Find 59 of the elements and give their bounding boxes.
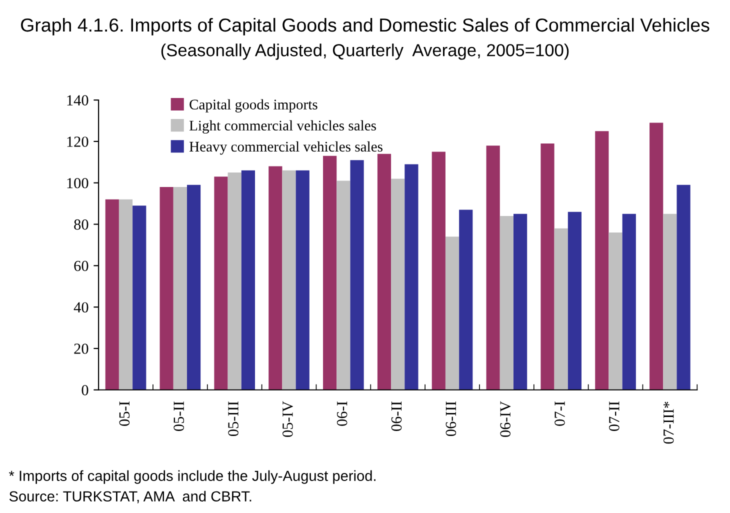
x-tick-label: 06-I — [336, 402, 348, 426]
chart-title: Graph 4.1.6. Imports of Capital Goods and Domestic Sales of Commercial Vehicles — [21, 18, 710, 36]
legend-label: Capital goods imports — [190, 99, 318, 112]
bar — [228, 172, 242, 390]
bar — [676, 184, 690, 390]
x-tick-label: 07-III* — [663, 402, 674, 444]
bar — [118, 199, 133, 390]
x-tick-label: 07-I — [554, 402, 565, 426]
bar — [160, 186, 174, 390]
bar — [296, 170, 310, 390]
bar — [391, 178, 405, 390]
y-tick-label: 120 — [67, 136, 88, 147]
bar — [268, 166, 282, 390]
bar — [500, 216, 514, 390]
bar — [241, 170, 255, 390]
bar — [622, 214, 636, 390]
text: * Imports of capital goods include the July-August period. — [8, 470, 376, 484]
bar — [173, 186, 187, 390]
x-tick-label: 06-III — [446, 402, 456, 436]
bar — [445, 236, 460, 390]
bar — [595, 131, 609, 390]
y-tick-label: 40 — [74, 302, 88, 313]
x-tick-label: 05-II — [174, 402, 184, 431]
y-tick-label: 0 — [82, 385, 88, 396]
legend-label: Light commercial vehicles sales — [189, 120, 376, 134]
bar — [323, 156, 337, 390]
x-tick-label: 06-IV — [500, 401, 511, 437]
y-tick-label: 80 — [74, 219, 88, 230]
legend-label: Heavy commercial vehicles sales — [189, 141, 382, 155]
bar — [608, 232, 622, 390]
x-tick-label: 06-II — [391, 402, 402, 431]
x-tick-label: 07-II — [609, 402, 620, 431]
x-tick-label: 05-III — [228, 402, 238, 436]
bar — [513, 214, 528, 390]
bar — [540, 144, 554, 390]
bar — [486, 146, 500, 390]
y-tick-label: 20 — [74, 344, 88, 354]
y-tick-label: 140 — [67, 95, 88, 106]
x-tick-label: 05-I — [119, 402, 130, 426]
bar — [568, 212, 582, 390]
bar — [132, 206, 146, 390]
bar — [663, 214, 677, 390]
bar — [459, 210, 473, 390]
bar — [282, 170, 296, 390]
bar — [650, 122, 664, 390]
bar — [186, 184, 201, 390]
bar — [377, 154, 392, 390]
bar — [105, 199, 119, 390]
bar — [554, 228, 568, 390]
bar — [336, 180, 350, 390]
bar — [214, 176, 228, 390]
y-tick-label: 100 — [67, 178, 88, 188]
x-tick-label: 05-IV — [282, 401, 293, 437]
y-tick-label: 60 — [74, 260, 88, 272]
bar — [350, 160, 364, 390]
bar — [404, 164, 418, 390]
chart-subtitle: (Seasonally Adjusted, Quarterly Average, 2005=100) — [161, 44, 569, 60]
bar — [432, 152, 446, 390]
source-note: Source: TURKSTAT, AMA and CBRT. — [9, 490, 252, 504]
